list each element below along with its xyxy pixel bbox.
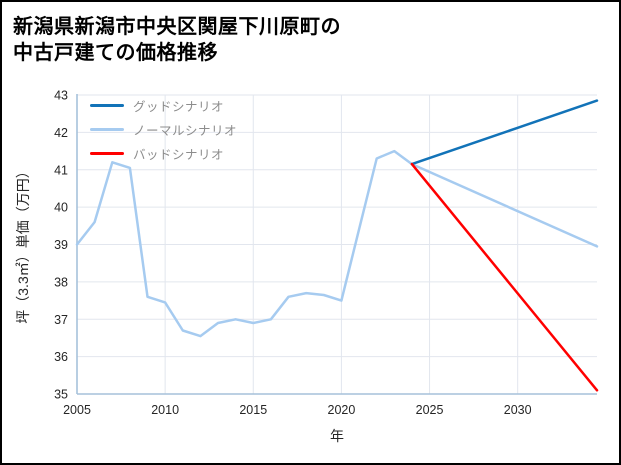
y-tick-label: 41 xyxy=(54,163,68,177)
y-tick-label: 43 xyxy=(54,89,68,103)
y-tick-label: 39 xyxy=(54,238,68,252)
y-tick-label: 36 xyxy=(54,350,68,364)
chart-title-line2: 中古戸建ての価格推移 xyxy=(13,42,218,65)
legend-item: グッドシナリオ xyxy=(90,97,237,114)
series-line-1 xyxy=(75,149,599,338)
y-tick-label: 37 xyxy=(54,313,68,327)
legend-line-swatch xyxy=(90,128,124,131)
y-tick-label: 42 xyxy=(54,126,68,140)
x-tick-label: 2015 xyxy=(239,403,267,417)
legend-label: バッドシナリオ xyxy=(133,148,225,162)
y-axis-label: 坪（3.3㎡）単価（万円） xyxy=(15,164,31,324)
series-line-0 xyxy=(410,99,599,166)
x-axis-label: 年 xyxy=(330,428,344,444)
chart-title-line1: 新潟県新潟市中央区関屋下川原町の xyxy=(13,16,341,38)
x-tick-label: 2030 xyxy=(504,403,532,417)
legend-line-swatch xyxy=(90,152,124,155)
series-line-2 xyxy=(410,162,599,392)
x-tick-label: 2010 xyxy=(151,403,179,417)
legend-item: バッドシナリオ xyxy=(90,145,237,162)
x-tick-label: 2020 xyxy=(328,403,356,417)
legend-line-swatch xyxy=(90,104,124,107)
x-tick-label: 2025 xyxy=(416,403,444,417)
y-tick-label: 38 xyxy=(54,275,68,289)
legend-label: ノーマルシナリオ xyxy=(133,124,238,138)
y-tick-label: 40 xyxy=(54,201,68,215)
legend-label: グッドシナリオ xyxy=(133,100,225,114)
x-tick-label: 2005 xyxy=(63,403,91,417)
legend-item: ノーマルシナリオ xyxy=(90,121,237,138)
chart-title: 新潟県新潟市中央区関屋下川原町の 中古戸建ての価格推移 xyxy=(13,14,341,67)
y-tick-label: 35 xyxy=(54,388,68,402)
legend: グッドシナリオ ノーマルシナリオ バッドシナリオ xyxy=(90,97,237,162)
